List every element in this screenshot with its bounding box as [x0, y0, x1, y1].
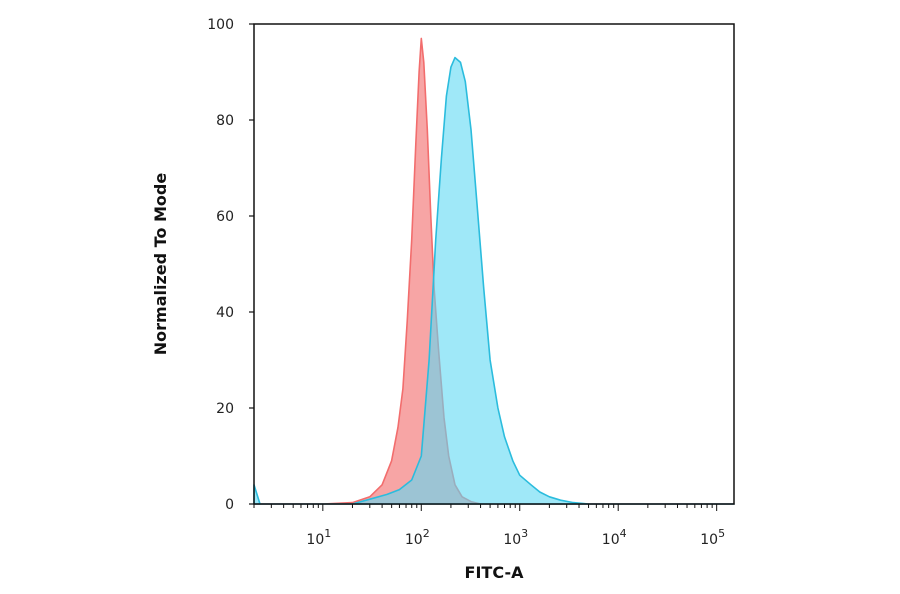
x-tick-label: 105 [700, 527, 725, 548]
y-tick-label: 0 [225, 497, 234, 513]
x-tick-label: 101 [306, 527, 331, 548]
y-axis: 0 20 40 60 80 100 [207, 17, 254, 513]
series-layer [253, 37, 735, 505]
histogram-series-2 [253, 56, 735, 505]
x-tick-label: 104 [602, 527, 627, 548]
x-axis: 101 102 103 104 105 [253, 504, 725, 548]
y-tick-label: 60 [216, 209, 234, 225]
x-axis-title: FITC-A [465, 563, 525, 582]
y-tick-label: 100 [207, 17, 234, 33]
plot-frame [253, 23, 735, 505]
y-tick-label: 40 [216, 305, 234, 321]
y-axis-title: Normalized To Mode [151, 173, 170, 356]
y-tick-label: 80 [216, 113, 234, 129]
x-tick-label: 102 [405, 527, 430, 548]
y-tick-label: 20 [216, 401, 234, 417]
x-tick-label: 103 [503, 527, 528, 548]
